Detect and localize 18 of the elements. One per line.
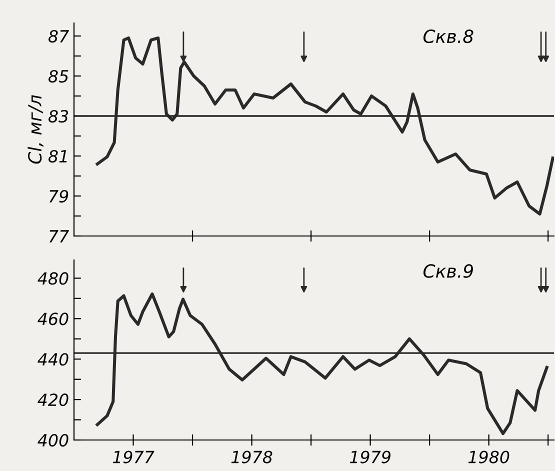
x-tick-label: 1977 [112,450,154,464]
y-axis-title: Cl, мг/л [28,95,44,164]
y-tick-label: 400 [38,434,68,447]
y-tick-label: 460 [38,312,68,326]
y-tick-label: 77 [49,230,69,242]
x-tick-label: 1979 [350,450,390,464]
y-tick-label: 83 [48,110,68,123]
y-tick-label: 480 [38,272,68,285]
y-tick-label: 85 [48,70,68,83]
annotation: Скв.9 [423,264,473,278]
y-tick-label: 81 [48,150,67,163]
x-tick-label: 1980 [468,450,510,464]
annotation: Скв.8 [423,29,474,44]
y-tick-label: 420 [38,394,68,406]
y-tick-label: 79 [49,190,68,203]
x-tick-label: 1978 [231,450,272,464]
y-tick-label: 87 [48,30,69,43]
y-tick-label: 440 [38,353,68,366]
